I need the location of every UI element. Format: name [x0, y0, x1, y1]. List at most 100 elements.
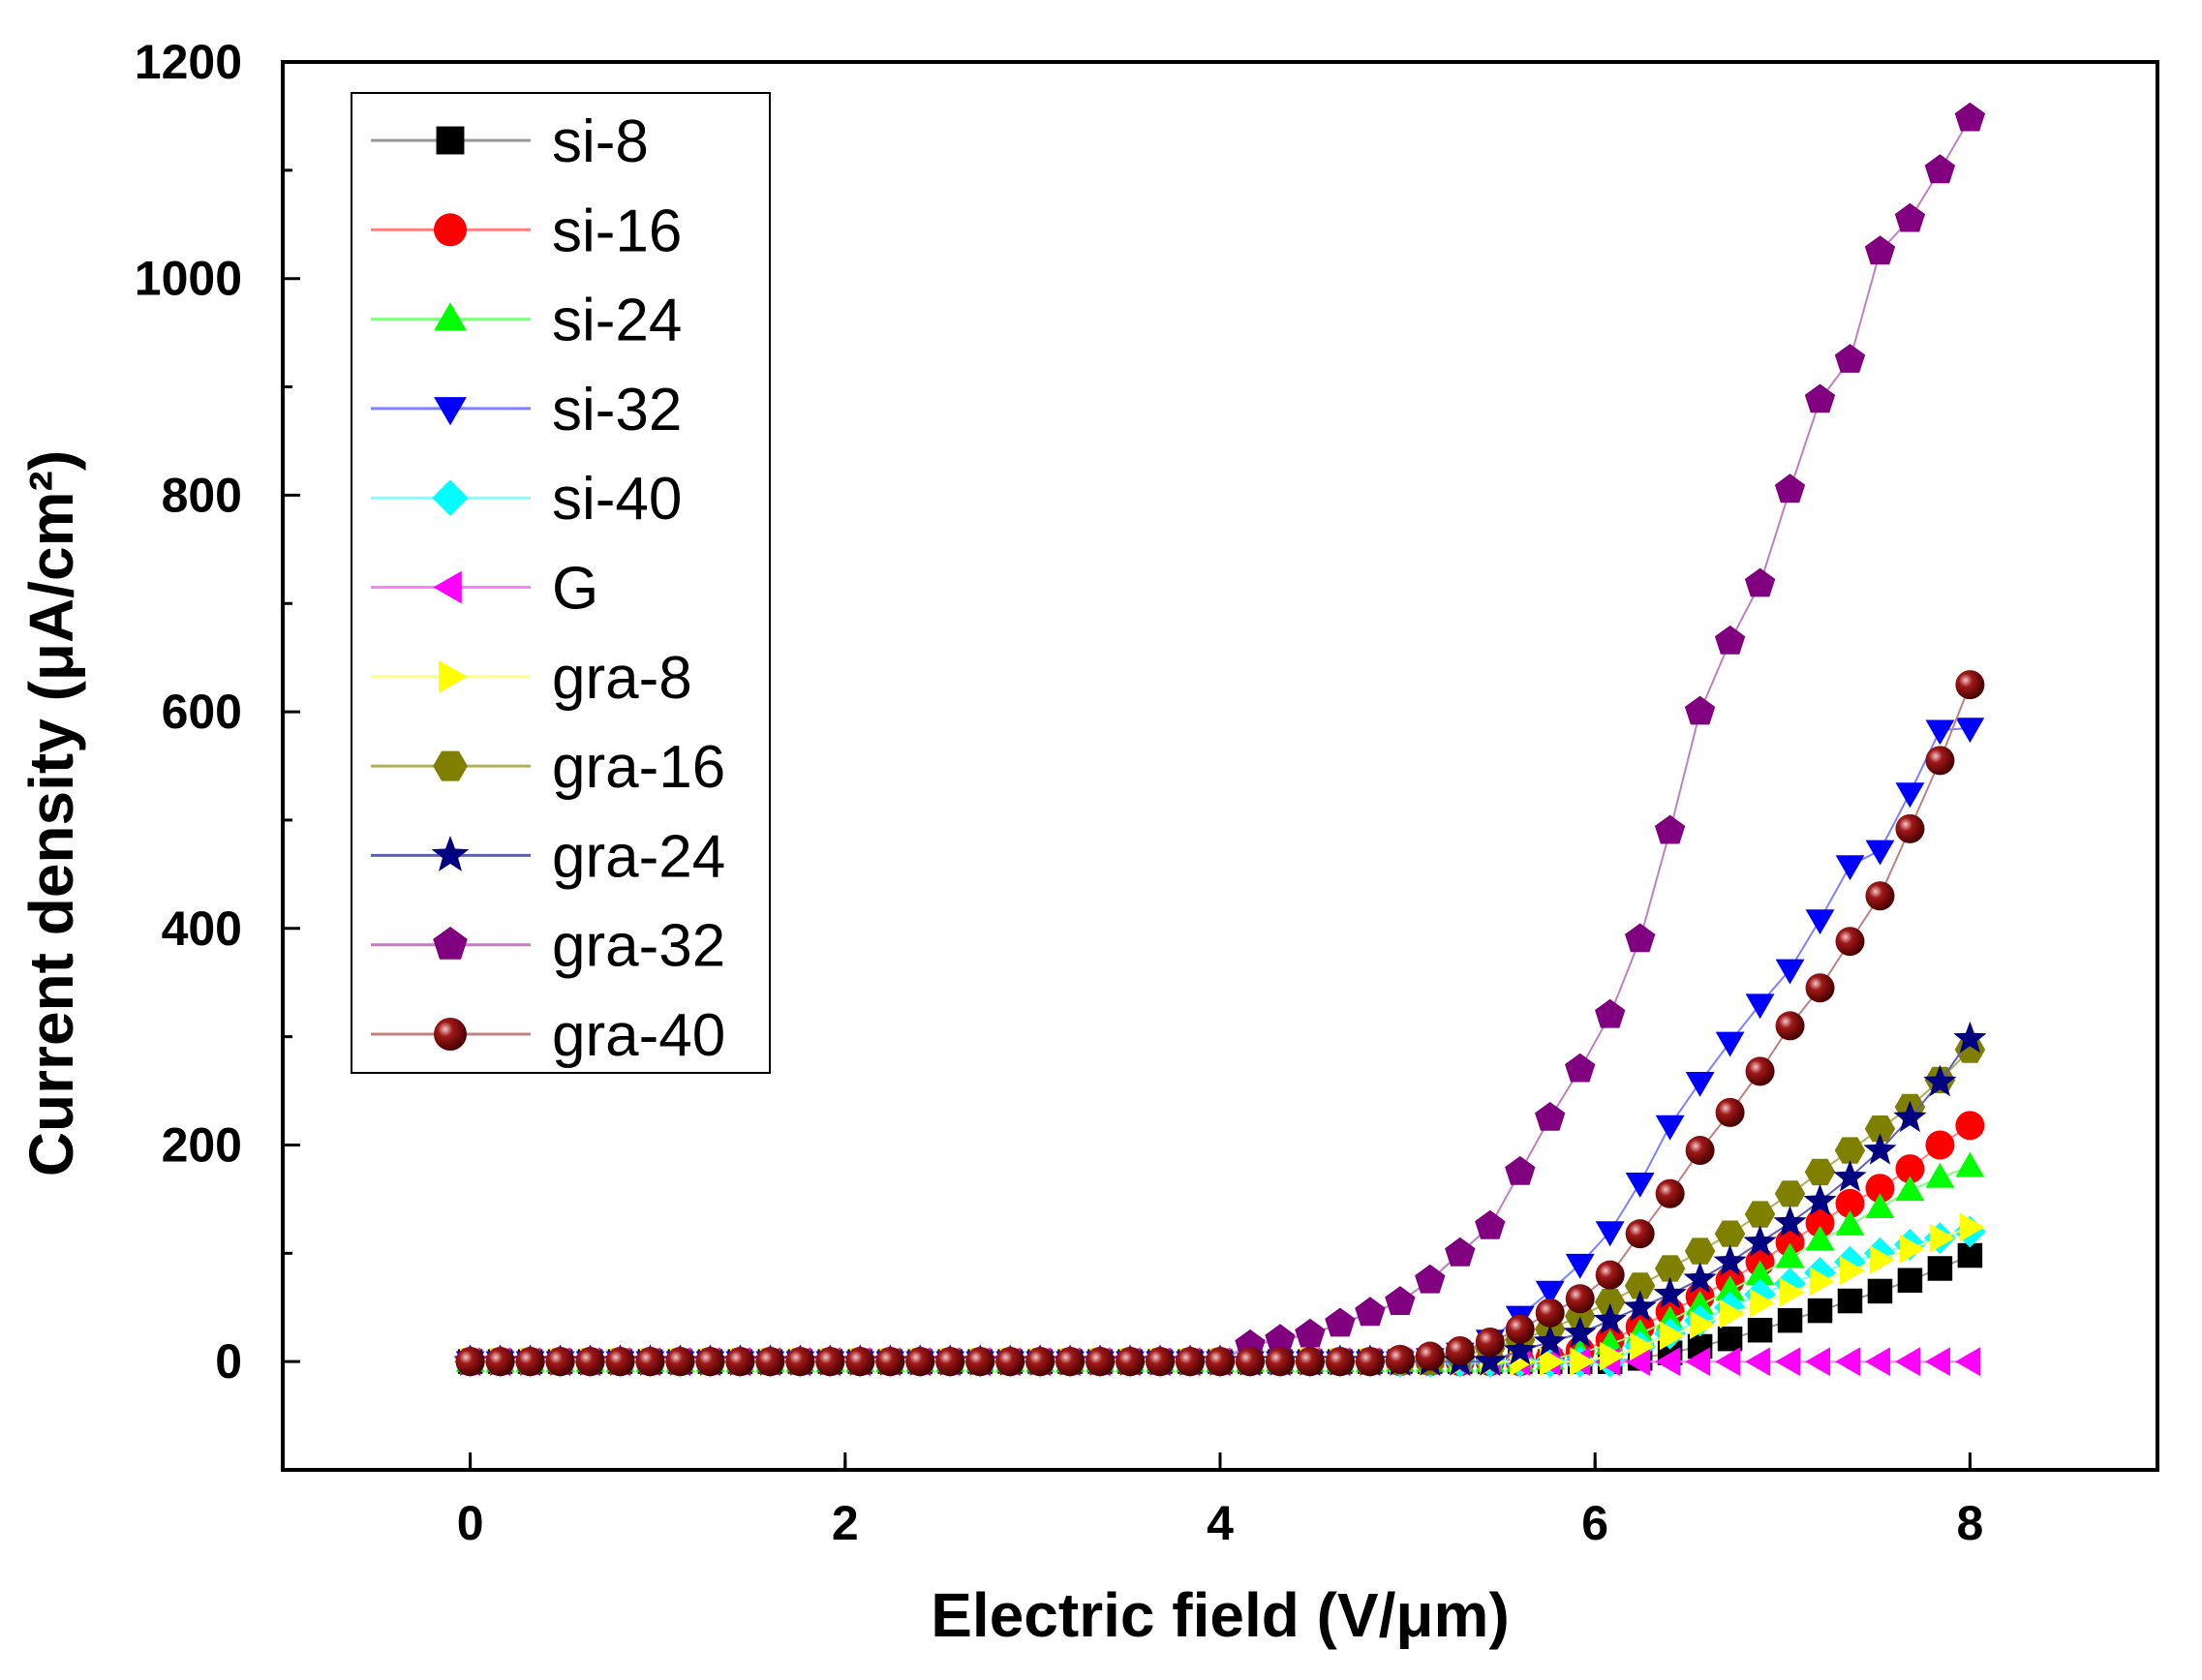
data-point-gra-24	[1803, 1183, 1837, 1216]
data-point-si-8	[1747, 1317, 1773, 1343]
data-point-si-32	[1955, 718, 1985, 744]
data-point-gra-40	[1925, 746, 1955, 776]
legend-item-si-24: si-24	[371, 288, 682, 354]
data-point-gra-40	[1325, 1347, 1355, 1377]
data-point-gra-32	[1654, 814, 1686, 844]
data-point-si-32	[1595, 1221, 1625, 1247]
data-point-si-24	[1895, 1176, 1925, 1202]
data-point-gra-24	[1653, 1276, 1687, 1309]
legend-marker-si-32	[434, 397, 467, 426]
legend-box	[351, 92, 771, 1074]
data-point-gra-32	[1265, 1324, 1296, 1354]
data-point-gra-40	[545, 1347, 575, 1377]
data-point-G	[1925, 1347, 1950, 1377]
data-point-gra-24	[1503, 1333, 1537, 1365]
data-point-gra-40	[1295, 1347, 1325, 1377]
data-point-si-16	[1895, 1154, 1925, 1184]
data-point-gra-32	[1325, 1307, 1356, 1337]
data-point-gra-40	[1176, 1347, 1206, 1377]
data-point-gra-8	[1720, 1299, 1745, 1329]
legend-item-si-16: si-16	[371, 198, 682, 264]
data-point-si-32	[1895, 782, 1925, 809]
data-point-si-32	[1835, 855, 1865, 881]
data-point-gra-16	[1864, 1115, 1896, 1143]
data-point-gra-40	[1475, 1328, 1505, 1358]
data-point-si-32	[1655, 1115, 1685, 1141]
data-point-G	[1625, 1347, 1651, 1377]
legend-label: gra-24	[552, 823, 725, 890]
legend-marker-gra-24	[431, 836, 470, 871]
data-point-gra-40	[1146, 1347, 1176, 1377]
data-point-gra-24	[1623, 1290, 1657, 1322]
legend-marker-gra-8	[439, 659, 468, 693]
data-point-gra-24	[1863, 1133, 1897, 1165]
data-point-gra-32	[1894, 202, 1926, 232]
x-axis-title: Electric field (V/μm)	[931, 1580, 1510, 1650]
legend-item-gra-32: gra-32	[371, 913, 725, 980]
data-point-gra-8	[1869, 1245, 1895, 1274]
data-point-gra-8	[1839, 1256, 1865, 1286]
data-point-G	[1835, 1347, 1861, 1377]
legend-label: si-8	[552, 108, 649, 175]
data-point-gra-40	[1865, 881, 1895, 911]
legend-marker-si-24	[434, 302, 467, 331]
data-point-gra-40	[1206, 1347, 1235, 1377]
data-point-gra-32	[1804, 383, 1836, 413]
legend-item-si-8: si-8	[371, 108, 649, 175]
data-point-gra-40	[1715, 1097, 1745, 1127]
data-point-gra-16	[1744, 1201, 1776, 1228]
data-point-gra-40	[1235, 1347, 1265, 1377]
data-point-si-24	[1685, 1290, 1715, 1316]
data-point-gra-40	[1625, 1219, 1655, 1249]
data-point-gra-40	[725, 1347, 755, 1377]
data-point-si-24	[1715, 1275, 1745, 1300]
data-point-gra-40	[1086, 1347, 1116, 1377]
data-point-gra-40	[1775, 1011, 1805, 1041]
data-point-gra-40	[875, 1347, 905, 1377]
data-point-gra-40	[485, 1347, 515, 1377]
data-point-gra-16	[1684, 1237, 1716, 1265]
data-point-si-16	[1865, 1174, 1895, 1204]
data-point-si-32	[1925, 719, 1955, 746]
data-point-si-8	[1897, 1268, 1923, 1294]
data-point-gra-32	[1834, 344, 1866, 373]
y-axis-title: Current density (μA/cm²)	[16, 450, 86, 1176]
legend-marker-G	[433, 570, 462, 604]
data-point-gra-32	[1954, 102, 1986, 132]
data-point-gra-40	[665, 1347, 695, 1377]
data-point-gra-32	[1625, 923, 1656, 953]
data-point-gra-8	[1749, 1288, 1775, 1318]
x-tick-label: 4	[1207, 1496, 1234, 1550]
y-tick-label: 1200	[135, 35, 242, 89]
data-point-si-24	[1805, 1225, 1835, 1251]
series-gra-40	[455, 670, 1985, 1377]
data-point-gra-40	[635, 1347, 665, 1377]
data-point-gra-24	[1833, 1160, 1867, 1192]
data-point-gra-40	[1415, 1341, 1445, 1371]
data-point-gra-40	[1595, 1260, 1625, 1290]
data-point-gra-40	[515, 1347, 545, 1377]
data-point-si-16	[1835, 1188, 1865, 1218]
data-point-gra-24	[1743, 1225, 1777, 1257]
legend-label: G	[552, 556, 598, 623]
data-point-gra-40	[755, 1347, 785, 1377]
data-point-G	[1865, 1347, 1891, 1377]
data-point-si-24	[1835, 1210, 1865, 1236]
data-point-si-32	[1745, 993, 1775, 1020]
data-point-gra-40	[455, 1347, 485, 1377]
legend-marker-gra-16	[433, 750, 468, 781]
data-point-si-16	[1805, 1207, 1835, 1237]
data-point-gra-32	[1924, 154, 1956, 184]
data-point-gra-32	[1385, 1286, 1416, 1315]
data-point-gra-40	[1835, 927, 1865, 957]
data-point-si-8	[1807, 1298, 1833, 1324]
data-point-G	[1775, 1347, 1801, 1377]
data-point-gra-16	[1714, 1220, 1746, 1247]
data-point-G	[1955, 1347, 1980, 1377]
data-point-gra-32	[1684, 695, 1716, 725]
data-point-gra-40	[935, 1347, 965, 1377]
data-point-gra-40	[695, 1347, 725, 1377]
data-point-si-8	[1927, 1256, 1953, 1281]
